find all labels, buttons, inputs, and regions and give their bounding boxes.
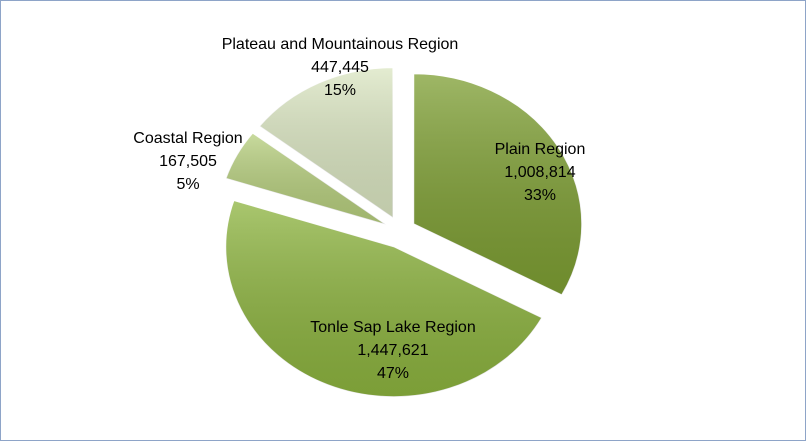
slice-label: Coastal Region bbox=[133, 130, 242, 147]
slice-shade bbox=[259, 67, 393, 218]
slice-label: Plateau and Mountainous Region bbox=[222, 36, 459, 53]
slice-label: Plain Region bbox=[495, 141, 586, 158]
slice-value: 1,447,621 bbox=[357, 342, 428, 359]
slice-percent: 5% bbox=[176, 176, 199, 193]
slice-shade bbox=[225, 200, 542, 397]
slice-shade bbox=[413, 73, 582, 295]
slice-value: 447,445 bbox=[311, 59, 369, 76]
slice-value: 167,505 bbox=[159, 153, 217, 170]
slice-label: Tonle Sap Lake Region bbox=[310, 319, 475, 336]
slice-shade bbox=[225, 133, 386, 225]
slice-percent: 15% bbox=[324, 82, 356, 99]
slice-value: 1,008,814 bbox=[504, 164, 575, 181]
slice-percent: 47% bbox=[377, 365, 409, 382]
slice-percent: 33% bbox=[524, 187, 556, 204]
